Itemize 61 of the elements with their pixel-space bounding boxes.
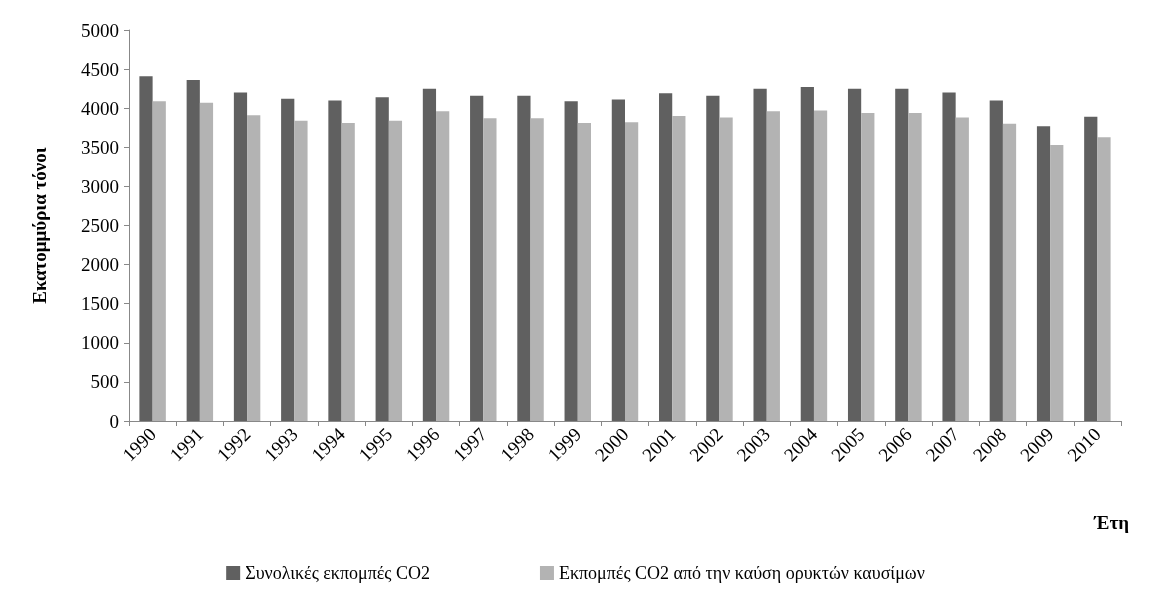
bar (1084, 116, 1098, 421)
bar (470, 95, 484, 421)
bar (706, 95, 720, 421)
y-tick-label: 4500 (81, 58, 119, 80)
y-tick-label: 0 (109, 410, 119, 432)
y-tick-label: 1500 (81, 293, 119, 315)
bar (861, 112, 875, 421)
bar (375, 97, 389, 421)
bar (436, 111, 450, 421)
bar (908, 112, 922, 421)
y-tick-label: 2000 (81, 254, 119, 276)
bar (1097, 137, 1111, 421)
bar (989, 100, 1003, 421)
bar (186, 80, 200, 421)
bar (766, 111, 780, 421)
bar (517, 95, 531, 421)
bar (895, 88, 909, 421)
bar (813, 110, 828, 421)
y-tick-label: 3000 (81, 175, 119, 197)
bar (139, 76, 153, 421)
bar (281, 98, 295, 421)
y-tick-label: 5000 (81, 19, 119, 41)
y-axis-title: Εκατομμύρια τόνοι (29, 147, 50, 304)
x-tick-label: 1999 (543, 423, 586, 466)
y-tick-label: 500 (90, 371, 119, 393)
bar (328, 100, 342, 421)
bar (388, 120, 403, 421)
bar (530, 118, 544, 421)
bar (719, 117, 733, 421)
bar (955, 117, 969, 421)
bar (625, 122, 639, 421)
bar (247, 115, 261, 421)
y-tick-label: 1000 (81, 332, 119, 354)
bar (199, 102, 214, 421)
bar (483, 118, 497, 421)
bar (753, 88, 767, 421)
x-tick-label: 1992 (212, 423, 255, 466)
legend-label: Συνολικές εκπομπές CO2 (245, 563, 430, 583)
bar (341, 123, 355, 421)
bar (847, 88, 862, 421)
bar (611, 99, 625, 421)
x-axis-title: Έτη (1093, 512, 1130, 533)
y-tick-label: 4000 (81, 97, 119, 119)
bar (942, 92, 956, 421)
x-tick-label: 1991 (165, 423, 208, 466)
bar (564, 101, 578, 421)
bar (422, 88, 437, 421)
bar (152, 101, 166, 421)
bar (294, 120, 308, 421)
bar (1036, 126, 1051, 421)
bar (1002, 123, 1017, 421)
bar (659, 93, 673, 421)
bar (577, 123, 591, 421)
bar (1050, 144, 1064, 421)
bar (672, 116, 686, 421)
y-tick-label: 2500 (81, 215, 119, 236)
legend-label: Εκπομπές CO2 από την καύση ορυκτών καυσίμων (558, 563, 925, 583)
y-tick-label: 3500 (81, 136, 119, 158)
bar (800, 87, 814, 421)
x-tick-label: 1990 (118, 423, 161, 466)
bar (233, 92, 248, 421)
